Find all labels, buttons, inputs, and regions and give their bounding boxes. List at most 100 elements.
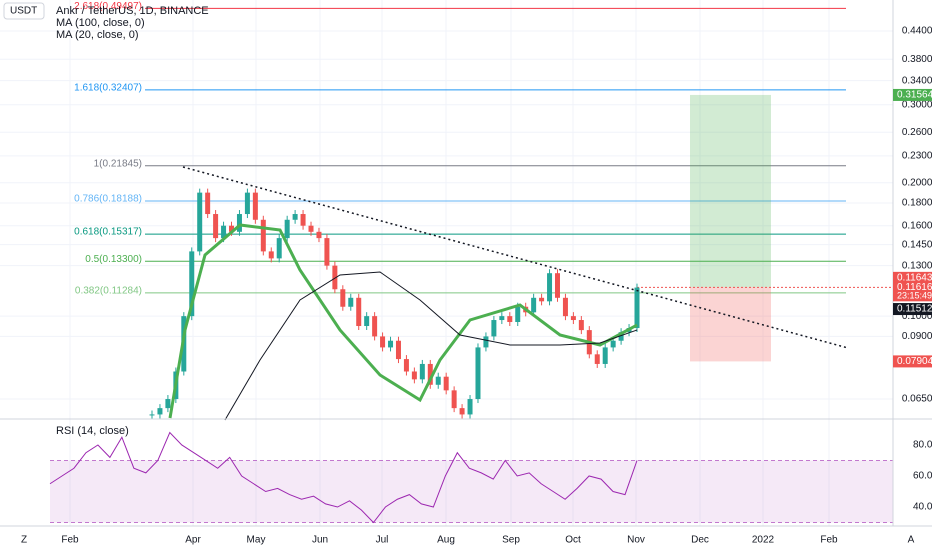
currency[interactable]: USDT [10, 6, 37, 17]
time-label: Sep [502, 535, 520, 546]
price-tag [893, 281, 932, 294]
ma100-line [224, 271, 638, 421]
price-tag-label: 0.11512 [897, 304, 932, 315]
candle-body [539, 297, 545, 302]
fib-label: 1(0.21845) [94, 158, 142, 169]
fib-label: 0.5(0.13300) [85, 254, 142, 265]
candle-body [268, 251, 274, 259]
candle-body [459, 408, 465, 415]
time-label: 2022 [752, 535, 775, 546]
candle-body [499, 316, 505, 321]
fib-label: 2.618(0.49497) [74, 1, 142, 12]
candle-body [634, 287, 640, 329]
auto-button[interactable]: A [908, 535, 915, 546]
candle-body [213, 214, 219, 239]
candle-body [292, 214, 298, 220]
candle-body [324, 238, 330, 266]
candle-body [507, 316, 513, 323]
fib-label: 0.382(0.11284) [75, 286, 142, 297]
candle-body [435, 376, 441, 385]
target-zone [690, 94, 771, 288]
rsi-line [49, 431, 638, 524]
candle-body [244, 192, 250, 215]
stop-zone [690, 287, 771, 362]
candle-body [395, 340, 401, 360]
ma20-legend: MA (20, close, 0) [56, 29, 139, 41]
fib-label: 0.618(0.15317) [74, 227, 142, 238]
currency-button[interactable] [3, 2, 45, 20]
candle-body [189, 251, 195, 317]
candle-body [149, 414, 155, 416]
candle-body [515, 306, 521, 323]
candle-body [205, 192, 211, 215]
candle-body [467, 399, 473, 415]
time-label: Dec [691, 535, 709, 546]
axis: Feb Apr May Jun Jul Aug Sep Oct Nov Dec 2022 Feb 0.4… [61, 26, 932, 546]
price-tag [893, 271, 932, 284]
time-label: Jul [376, 535, 389, 546]
time-label: Apr [185, 535, 201, 546]
candle-body [570, 316, 576, 321]
candle-body [491, 320, 497, 337]
candle-body [618, 332, 624, 341]
candle-body [284, 219, 290, 239]
time-label: Jun [312, 535, 328, 546]
candle-body [419, 363, 425, 380]
ma20-line [168, 223, 638, 419]
candle-body [364, 316, 370, 327]
time-label: Feb [820, 535, 838, 546]
candle-body [300, 214, 306, 226]
candle-body [531, 297, 537, 313]
candle-body [610, 340, 616, 348]
price-tag-label: 0.07904 [897, 356, 932, 367]
candle-body [578, 320, 584, 331]
candle-body [308, 225, 314, 232]
candle-body [547, 273, 553, 302]
price-tag [893, 303, 932, 316]
time-label: Aug [437, 535, 455, 546]
countdown-label: 23:15:49 [897, 291, 932, 301]
candle-body [475, 347, 481, 400]
symbol-title: Ankr / TetherUS, 1D, BINANCE [56, 5, 209, 17]
ma100-legend: MA (100, close, 0) [56, 17, 145, 29]
fib-label: 1.618(0.32407) [74, 83, 142, 94]
fib-label: 0.786(0.18188) [74, 194, 142, 205]
scale-button[interactable]: Z [21, 535, 27, 546]
candle-body [197, 192, 203, 252]
time-label: Feb [61, 535, 79, 546]
candle-body [388, 340, 394, 348]
price-tag-label: 0.31564 [897, 90, 932, 101]
countdown-tag [893, 291, 932, 302]
time-label: Nov [627, 535, 645, 546]
price-tag [893, 355, 932, 368]
candle-body [348, 297, 354, 307]
candle-body [554, 273, 560, 298]
candle-body [594, 354, 600, 364]
candle-body [260, 219, 266, 252]
candle-body [602, 347, 608, 364]
candle-body [411, 371, 417, 380]
candle-body [332, 265, 338, 290]
candle-body [443, 376, 449, 391]
grid [0, 0, 893, 526]
price-tag-label: 0.11616 [897, 282, 932, 293]
rsi-tick-label: 60.00 [913, 471, 932, 482]
rsi-band [50, 460, 893, 523]
candle-body [165, 399, 171, 409]
candle-body [483, 336, 489, 348]
candle-body [236, 214, 242, 232]
price-tag [893, 88, 932, 101]
candle-body [276, 238, 282, 259]
time-label: Oct [565, 535, 581, 546]
time-label: May [247, 535, 266, 546]
